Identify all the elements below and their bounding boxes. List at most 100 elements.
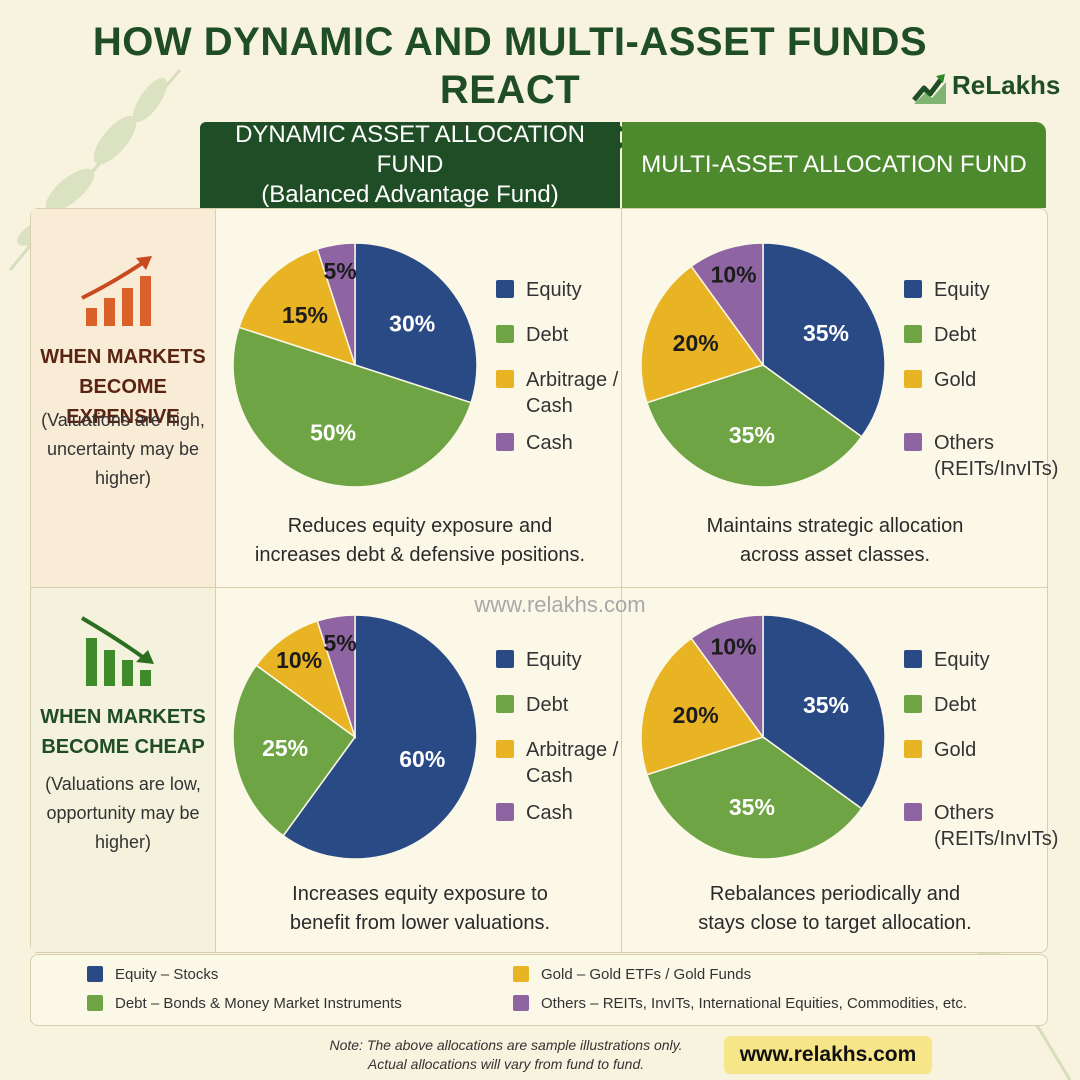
watermark: www.relakhs.com (474, 592, 646, 617)
column-header-dynamic: DYNAMIC ASSET ALLOCATION FUND (Balanced … (200, 121, 620, 208)
pie-slice-debt (232, 664, 357, 837)
footer-swatch-gold (513, 966, 529, 982)
legend-swatch (904, 740, 922, 758)
row-desc-cheap-line-2: opportunity may be (46, 803, 200, 823)
row-label-bg-expensive (31, 209, 215, 587)
footer-legend-others: Others – REITs, InvITs, International Eq… (513, 995, 967, 1012)
row-description-expensive: (Valuations are high, uncertainty may be… (36, 406, 210, 493)
row-title-cheap-line-2: BECOME CHEAP (41, 736, 205, 758)
pie-label-arbitrage-cash: 15% (282, 302, 328, 328)
pie-slice-debt (646, 736, 863, 860)
pie-label-equity: 35% (803, 692, 849, 718)
legend-swatch (904, 325, 922, 343)
legend-multi-cheap: Equity Debt Gold Others (REITs/InvITs) (904, 647, 1058, 850)
row-desc-expensive-line-3: higher) (94, 468, 152, 488)
pie-slice-gold (640, 265, 765, 404)
pie-label-debt: 35% (729, 422, 775, 448)
caption-multi-cheap-line-2: stays close to target allocation. (698, 912, 972, 934)
caption-dynamic-expensive: Reduces equity exposure and increases de… (225, 512, 615, 570)
pie-chart-multi-cheap: 35% 35% 20% 10% (640, 614, 886, 860)
caption-dynamic-cheap: Increases equity exposure to benefit fro… (225, 880, 615, 938)
legend-label: Equity (934, 649, 990, 671)
legend-label: Equity (526, 279, 582, 301)
footer-legend: Equity – Stocks Debt – Bonds & Money Mar… (30, 954, 1048, 1026)
pie-label-equity: 60% (399, 746, 445, 772)
footer-swatch-others (513, 995, 529, 1011)
pie-label-arbitrage-cash: 10% (276, 647, 322, 673)
pie-slice-debt (646, 364, 863, 488)
legend-label: Arbitrage / Cash (526, 369, 619, 417)
column-header-dynamic-line-1: DYNAMIC ASSET ALLOCATION FUND (235, 121, 585, 178)
row-title-cheap-line-1: WHEN MARKETS (40, 706, 206, 728)
pie-slice-cash (316, 242, 356, 366)
row-title-cheap: WHEN MARKETS BECOME CHEAP (31, 702, 215, 762)
legend-label: Cash (526, 432, 573, 454)
disclaimer-note: Note: The above allocations are sample i… (296, 1036, 716, 1074)
legend-multi-expensive: Equity Debt Gold Others (REITs/InvITs) (904, 277, 1058, 480)
legend-label: Equity (934, 279, 990, 301)
pie-label-cash: 5% (323, 258, 356, 284)
footer-swatch-equity (87, 966, 103, 982)
pie-label-cash: 5% (323, 630, 356, 656)
legend-swatch (496, 433, 514, 451)
caption-multi-cheap: Rebalances periodically and stays close … (630, 880, 1040, 938)
footer-legend-gold: Gold – Gold ETFs / Gold Funds (513, 966, 751, 983)
column-header-multi-line-1: MULTI-ASSET ALLOCATION FUND (641, 151, 1027, 178)
caption-dyn-expensive-line-2: increases debt & defensive positions. (254, 544, 586, 566)
pie-slice-others-reits-invits (690, 242, 764, 368)
footer-label-debt: Debt – Bonds & Money Market Instruments (115, 995, 402, 1012)
footer-swatch-debt (87, 995, 103, 1011)
legend-swatch (904, 695, 922, 713)
pie-slice-cash (316, 614, 356, 738)
caption-dyn-cheap-line-2: benefit from lower valuations. (289, 912, 551, 934)
website-url-link[interactable]: www.relakhs.com (724, 1036, 932, 1074)
pie-chart-dynamic-cheap: 60% 25% 10%5% (232, 614, 478, 860)
pie-slice-debt (232, 326, 472, 488)
legend-swatch (904, 280, 922, 298)
legend-label: Gold (934, 369, 977, 391)
pie-label-others-reits-invits: 10% (711, 634, 757, 660)
pie-label-equity: 30% (389, 310, 435, 336)
row-title-expensive-line-2: BECOME EXPENSIVE (66, 376, 180, 428)
pie-slice-equity (762, 614, 886, 810)
footer-label-equity: Equity – Stocks (115, 966, 219, 983)
rising-bar-chart-icon (81, 256, 152, 326)
caption-multi-expensive-line-2: across asset classes. (739, 544, 931, 566)
pie-slice-equity (282, 614, 478, 860)
pie-label-equity: 35% (803, 320, 849, 346)
legend-swatch (496, 325, 514, 343)
legend-label: Debt (526, 324, 569, 346)
footer-label-gold: Gold – Gold ETFs / Gold Funds (541, 966, 752, 983)
row-desc-cheap-line-1: (Valuations are low, (45, 774, 201, 794)
grid-divider-vertical-1 (215, 209, 216, 952)
row-title-expensive: WHEN MARKETS BECOME EXPENSIVE (31, 342, 215, 432)
legend-label: Debt (934, 694, 977, 716)
footer-legend-debt: Debt – Bonds & Money Market Instruments (87, 995, 402, 1012)
row-desc-cheap-line-3: higher) (94, 832, 152, 852)
pie-label-others-reits-invits: 10% (711, 262, 757, 288)
legend-label: Equity (526, 649, 582, 671)
pie-label-debt: 50% (310, 419, 356, 445)
note-line-1: Note: The above allocations are sample i… (329, 1037, 683, 1053)
pie-chart-dynamic-expensive: 30% 50% 15% 5% (232, 242, 478, 488)
row-description-cheap: (Valuations are low, opportunity may be … (36, 770, 210, 857)
legend-dynamic-cheap: Equity Debt Arbitrage / Cash Cash (496, 647, 636, 847)
caption-multi-cheap-line-1: Rebalances periodically and (709, 883, 961, 905)
legend-label: Cash (526, 802, 573, 824)
legend-label: Gold (934, 739, 977, 761)
footer-label-others: Others – REITs, InvITs, International Eq… (541, 995, 968, 1012)
legend-swatch (496, 740, 514, 758)
legend-swatch (496, 370, 514, 388)
column-header-dynamic-line-2: (Balanced Advantage Fund) (261, 181, 559, 208)
relakhs-logo: ReLakhs (912, 68, 1062, 108)
pie-label-debt: 35% (729, 794, 775, 820)
pie-slice-gold (640, 637, 765, 776)
pie-chart-multi-expensive: 35% 35% 20% 10% (640, 242, 886, 488)
grid-divider-vertical-2 (621, 209, 622, 952)
pie-slice-arbitrage-cash (255, 620, 357, 739)
column-header-multi-asset: MULTI-ASSET ALLOCATION FUND (622, 122, 1046, 208)
falling-bar-chart-icon (80, 616, 154, 686)
legend-swatch (496, 650, 514, 668)
legend-label: Others (REITs/InvITs) (934, 432, 1059, 480)
legend-swatch (496, 803, 514, 821)
